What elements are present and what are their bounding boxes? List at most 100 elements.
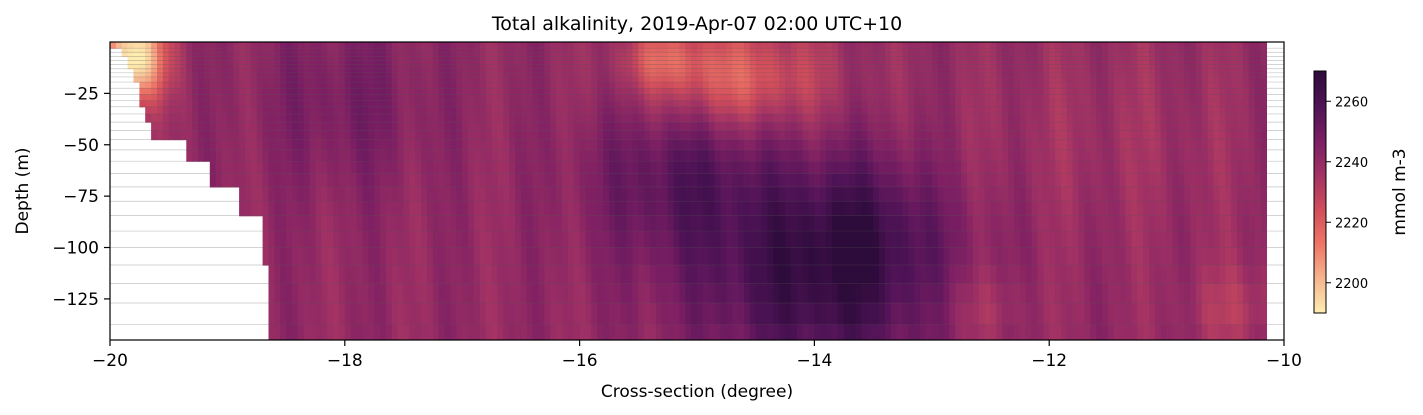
heatmap-cell bbox=[562, 48, 569, 53]
heatmap-cell bbox=[732, 201, 739, 217]
heatmap-cell bbox=[203, 52, 211, 57]
heatmap-cell bbox=[397, 56, 405, 62]
heatmap-cell bbox=[380, 161, 387, 175]
heatmap-cell bbox=[532, 106, 540, 115]
heatmap-cell bbox=[1072, 186, 1080, 202]
heatmap-cell bbox=[344, 48, 352, 53]
heatmap-cell bbox=[550, 303, 557, 326]
heatmap-cell bbox=[567, 72, 575, 78]
heatmap-cell bbox=[438, 52, 446, 57]
heatmap-cell bbox=[785, 231, 792, 249]
heatmap-cell bbox=[462, 56, 469, 62]
heatmap-cell bbox=[879, 201, 886, 217]
heatmap-cell bbox=[685, 324, 692, 340]
heatmap-cell bbox=[520, 139, 528, 151]
heatmap-cell bbox=[444, 113, 452, 123]
heatmap-cell bbox=[884, 88, 892, 95]
heatmap-cell bbox=[790, 186, 798, 202]
heatmap-cell bbox=[843, 265, 851, 285]
heatmap-cell bbox=[303, 186, 311, 202]
heatmap-cell bbox=[268, 324, 275, 340]
heatmap-cell bbox=[843, 283, 851, 304]
heatmap-cell bbox=[1031, 231, 1039, 249]
heatmap-cell bbox=[573, 173, 581, 188]
heatmap-cell bbox=[1078, 76, 1086, 83]
heatmap-cell bbox=[650, 173, 657, 188]
heatmap-cell bbox=[567, 64, 575, 70]
heatmap-cell bbox=[1008, 247, 1015, 266]
heatmap-cell bbox=[609, 201, 616, 217]
heatmap-cell bbox=[473, 64, 481, 70]
heatmap-cell bbox=[362, 122, 369, 131]
heatmap-cell bbox=[1008, 139, 1015, 151]
heatmap-cell bbox=[274, 82, 281, 89]
heatmap-cell bbox=[849, 186, 857, 202]
heatmap-cell bbox=[286, 72, 293, 78]
heatmap-cell bbox=[250, 173, 258, 188]
heatmap-cell bbox=[867, 72, 874, 78]
heatmap-cell bbox=[837, 106, 845, 115]
heatmap-cell bbox=[920, 173, 927, 188]
heatmap-cell bbox=[785, 94, 792, 102]
heatmap-cell bbox=[338, 76, 346, 83]
heatmap-cell bbox=[679, 283, 686, 304]
heatmap-cell bbox=[562, 100, 569, 108]
heatmap-cell bbox=[444, 106, 452, 115]
heatmap-cell bbox=[861, 283, 868, 304]
heatmap-cell bbox=[503, 64, 510, 70]
heatmap-cell bbox=[667, 139, 675, 151]
heatmap-cell bbox=[779, 130, 786, 141]
heatmap-cell bbox=[1014, 113, 1021, 123]
heatmap-cell bbox=[562, 60, 569, 66]
heatmap-cell bbox=[157, 68, 164, 74]
heatmap-cell bbox=[638, 76, 645, 83]
heatmap-cell bbox=[849, 122, 857, 131]
heatmap-cell bbox=[861, 100, 868, 108]
heatmap-cell bbox=[215, 82, 223, 89]
heatmap-cell bbox=[691, 265, 698, 285]
heatmap-cell bbox=[550, 139, 557, 151]
heatmap-cell bbox=[961, 60, 968, 66]
heatmap-cell bbox=[1025, 303, 1033, 326]
heatmap-cell bbox=[632, 56, 639, 62]
heatmap-cell bbox=[473, 42, 481, 49]
heatmap-cell bbox=[1025, 106, 1033, 115]
heatmap-cell bbox=[1131, 324, 1138, 340]
heatmap-cell bbox=[544, 173, 551, 188]
heatmap-cell bbox=[1060, 106, 1068, 115]
heatmap-cell bbox=[1119, 60, 1127, 66]
heatmap-cell bbox=[620, 48, 628, 53]
heatmap-cell bbox=[972, 324, 980, 340]
heatmap-cell bbox=[1143, 106, 1150, 115]
heatmap-cell bbox=[515, 161, 522, 175]
heatmap-cell bbox=[497, 64, 504, 70]
heatmap-cell bbox=[292, 113, 299, 123]
heatmap-cell bbox=[920, 72, 927, 78]
heatmap-cell bbox=[1002, 324, 1009, 340]
heatmap-cell bbox=[573, 56, 581, 62]
heatmap-cell bbox=[421, 94, 428, 102]
heatmap-cell bbox=[943, 215, 950, 232]
heatmap-cell bbox=[738, 173, 745, 188]
heatmap-cell bbox=[1102, 186, 1109, 202]
heatmap-cell bbox=[409, 100, 416, 108]
heatmap-cell bbox=[1055, 64, 1062, 70]
heatmap-cell bbox=[409, 106, 416, 115]
heatmap-cell bbox=[667, 186, 675, 202]
heatmap-cell bbox=[585, 139, 592, 151]
heatmap-cell bbox=[1113, 247, 1121, 266]
heatmap-cell bbox=[473, 130, 481, 141]
heatmap-cell bbox=[744, 106, 751, 115]
heatmap-cell bbox=[896, 231, 904, 249]
heatmap-cell bbox=[1008, 64, 1015, 70]
heatmap-cell bbox=[620, 265, 628, 285]
heatmap-cell bbox=[614, 139, 622, 151]
heatmap-cell bbox=[303, 76, 311, 83]
heatmap-cell bbox=[603, 130, 610, 141]
heatmap-cell bbox=[427, 231, 434, 249]
heatmap-cell bbox=[597, 64, 604, 70]
heatmap-cell bbox=[603, 139, 610, 151]
heatmap-cell bbox=[720, 88, 727, 95]
heatmap-cell bbox=[855, 72, 862, 78]
heatmap-cell bbox=[215, 76, 223, 83]
